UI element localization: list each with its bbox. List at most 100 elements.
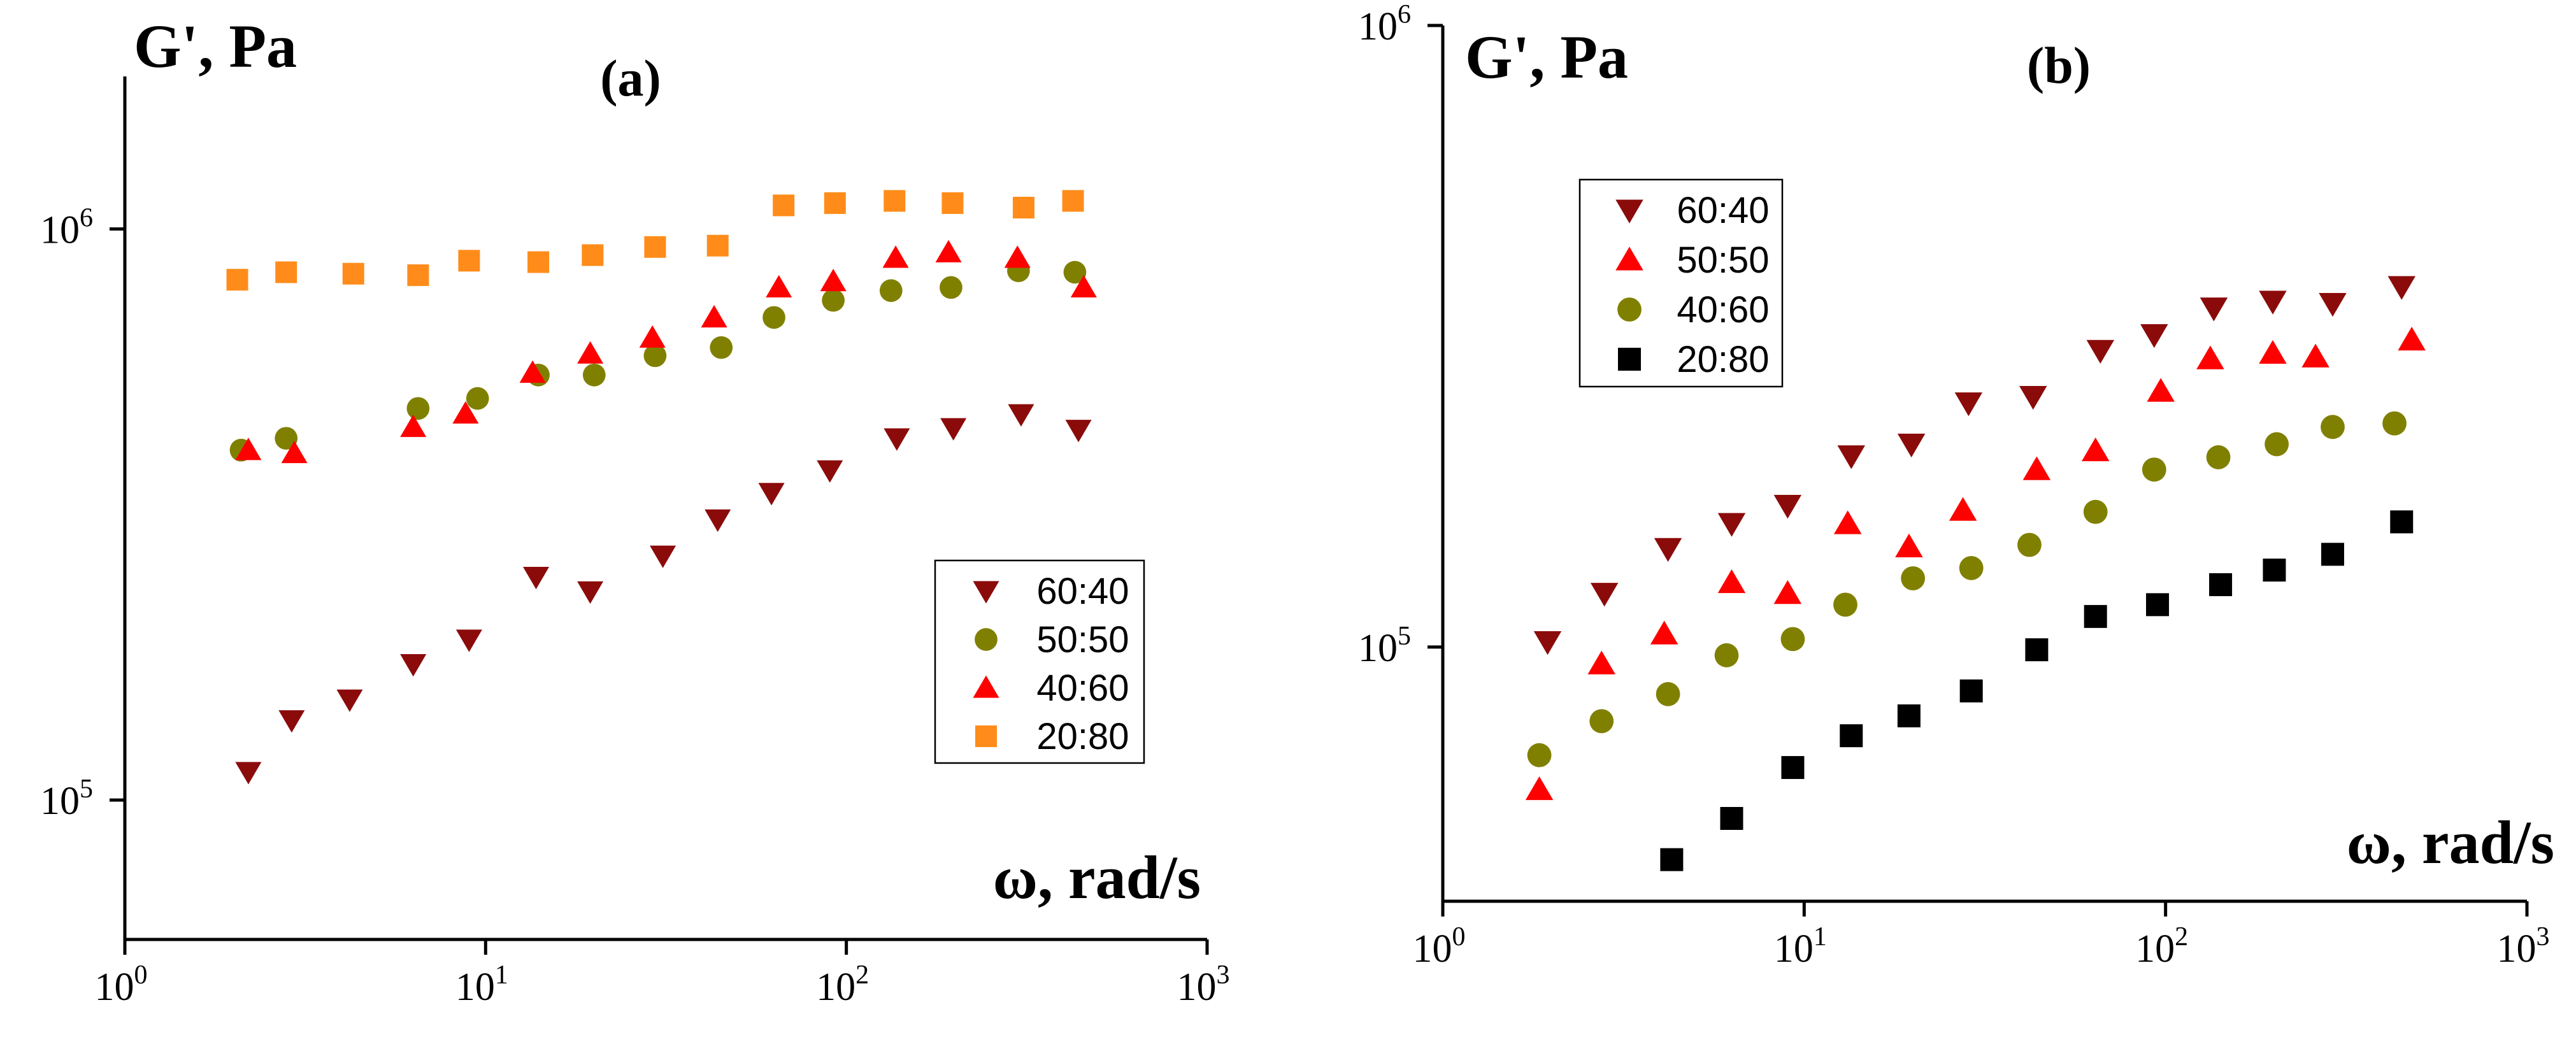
panel-b-point-60-40 [2019,385,2047,410]
panel-b-y-tick-label: 106 [1358,0,1411,48]
panel-b-xlabel: ω, rad/s [2347,808,2554,876]
panel-b-point-20-80 [1897,704,1921,727]
panel-b-point-40-60 [2382,411,2407,436]
panel-a-point-20-80 [1012,196,1034,218]
panel-a: 100 101 102 103 105 106 G', Pa (a) ω, rad/s 6… [40,12,1230,1009]
panel-b-point-40-60 [2321,415,2345,439]
panel-a-point-60-40 [523,566,550,590]
panel-b-point-60-40 [1717,513,1746,537]
panel-b-point-20-80 [2084,604,2107,628]
panel-b-point-60-40 [1533,631,1562,655]
panel-a-point-20-80 [582,244,604,266]
panel-a-point-50-50 [275,427,298,450]
panel-a-point-60-40 [758,483,785,506]
panel-a-point-50-50 [466,387,489,410]
panel-a-x-tick-label: 102 [816,960,869,1009]
panel-b-point-40-60 [1959,555,1984,580]
panel-b-legend-label: 40:60 [1677,289,1769,331]
panel-a-x-tick-label: 100 [95,960,148,1009]
panel-b-point-50-50 [1949,497,1977,521]
panel-b-point-20-80 [1781,756,1805,780]
panel-b-point-60-40 [2259,290,2287,315]
panel-a-x-tick-label: 101 [455,960,508,1009]
panel-a-point-20-80 [275,261,297,283]
panel-a-point-50-50 [879,279,903,303]
panel-a-point-40-60 [281,440,308,464]
panel-a-point-50-50 [940,276,962,299]
panel-a-point-60-40 [577,581,604,604]
panel-a-point-50-50 [822,289,845,312]
panel-a-point-20-80 [527,251,550,273]
panel-b-point-20-80 [1720,806,1743,830]
panel-a-point-60-40 [884,428,910,451]
panel-b-point-20-80 [2390,510,2414,534]
panel-b-point-20-80 [2209,573,2233,596]
panel-a-point-40-60 [766,275,792,297]
panel-a-point-60-40 [336,689,363,712]
panel-a-xlabel: ω, rad/s [993,843,1201,911]
panel-b-point-60-40 [1773,494,1802,519]
panel-b-point-50-50 [2196,345,2224,369]
panel-b-point-40-60 [2206,445,2231,469]
panel-a-point-50-50 [710,336,733,359]
panel-a-point-20-80 [342,262,364,285]
panel-b-point-40-60 [1901,566,1926,590]
panel-a-point-40-60 [235,438,262,460]
panel-b-point-60-40 [1897,433,1926,458]
panel-a-point-40-60 [400,414,427,438]
panel-b-point-40-60 [1589,709,1614,734]
panel-a-title: (a) [600,49,661,107]
panel-b-x-tick-label: 102 [2135,922,2188,971]
panel-b-legend-label: 20:80 [1677,339,1769,380]
panel-a-point-40-60 [882,245,909,268]
panel-a-legend-label: 20:80 [1036,716,1129,757]
panel-a-point-40-60 [577,341,604,364]
panel-b-legend-marker-20-80 [1618,348,1641,371]
panel-a-point-60-40 [940,418,967,441]
panel-a-point-50-50 [406,397,430,420]
panel-b-point-50-50 [1525,776,1554,801]
panel-a-point-40-60 [639,325,666,348]
panel-b-point-50-50 [1834,510,1862,534]
panel-a-y-tick-label: 105 [40,774,93,823]
panel-a-legend-marker-20-80 [975,725,997,747]
panel-a-point-60-40 [1065,420,1092,443]
panel-b-point-60-40 [1654,538,1682,562]
panel-b-point-50-50 [1717,569,1746,594]
panel-b-legend-box [1578,178,1784,388]
panel-b-point-50-50 [1773,580,1802,604]
panel-b-ticks: 100 101 102 103 105 106 [1358,0,2550,971]
panel-b-title: (b) [2027,36,2091,94]
panel-a-point-20-80 [458,250,480,272]
panel-b-point-60-40 [1590,583,1619,607]
panel-a-legend-label: 40:60 [1036,667,1129,709]
panel-a-y-tick-label: 106 [40,204,93,252]
panel-a-point-20-80 [407,264,429,287]
panel-b-point-60-40 [2086,339,2115,364]
panel-a-point-50-50 [762,306,785,329]
panel-b-point-20-80 [1660,848,1684,871]
panel-a-x-tick-label: 103 [1177,960,1230,1009]
panel-b-point-60-40 [1954,392,1983,417]
panel-b-legend-marker-60-40 [1615,199,1643,224]
panel-a-point-40-60 [820,269,847,292]
panel-a-point-40-60 [701,304,727,328]
panel-b-point-20-80 [2321,543,2345,566]
panel-a-point-20-80 [706,234,729,257]
panel-b-point-60-40 [2387,276,2415,300]
panel-a-point-20-80 [941,192,964,214]
panel-b-point-50-50 [2022,456,2051,480]
panel-a-point-40-60 [935,239,962,262]
panel-a-point-20-80 [824,192,846,214]
panel-b-point-60-40 [2140,324,2168,348]
panel-b-legend-marker-40-60 [1617,297,1642,322]
panel-b-point-50-50 [2398,326,2426,351]
panel-a-point-50-50 [1063,260,1087,284]
panel-a-point-40-60 [519,360,546,383]
panel-b-point-50-50 [2301,343,2329,368]
panel-b-point-40-60 [1780,627,1805,652]
panel-a-point-40-60 [1004,245,1031,268]
panel-b-point-50-50 [2147,378,2175,402]
panel-b-point-50-50 [1650,620,1678,645]
panel-b-point-40-60 [1527,743,1552,767]
